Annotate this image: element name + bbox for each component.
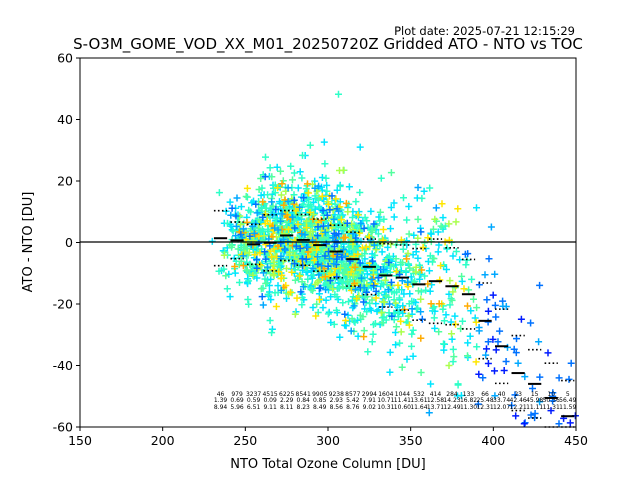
bin-mean-label: 11.41 [394, 397, 411, 404]
bin-mean-label: 42.46 [510, 397, 527, 404]
chart-title: S-O3M_GOME_VOD_XX_M01_20250720Z Gridded … [73, 35, 583, 54]
bin-count-label: 2994 [362, 391, 377, 398]
bin-count-label: 8541 [296, 391, 311, 398]
y-tick-label: -40 [53, 358, 73, 373]
bin-count-label: 133 [463, 391, 475, 398]
bin-mean-label: 13.61 [410, 397, 427, 404]
bin-count-label: 979 [231, 391, 243, 398]
bin-sd-label: 13.71 [427, 404, 444, 411]
bin-sd-label: 8.56 [330, 404, 344, 411]
bin-count-label: 9905 [312, 391, 327, 398]
x-tick-label: 350 [399, 433, 423, 448]
bin-count-label: 46 [217, 391, 225, 398]
x-tick-label: 250 [233, 433, 257, 448]
bin-mean-label: 2.29 [280, 397, 294, 404]
y-tick-label: 20 [57, 174, 73, 189]
y-axis-ticks: 60 40 20 0 -20 -40 -60 [53, 51, 80, 435]
bin-count-label: 8577 [345, 391, 360, 398]
bin-count-label: 414 [430, 391, 442, 398]
x-axis-ticks: 150 200 250 300 350 400 450 [68, 427, 588, 448]
bin-mean-label: 0.59 [247, 397, 261, 404]
bin-count-label: 15 [531, 391, 539, 398]
x-axis-label: NTO Total Ozone Column [DU] [230, 457, 426, 472]
bin-mean-label: 7.91 [363, 397, 377, 404]
bin-sd-label: 11.59 [559, 404, 576, 411]
bin-sd-label: 12.21 [510, 404, 527, 411]
x-tick-label: 300 [316, 433, 340, 448]
bin-count-label: 9238 [329, 391, 344, 398]
y-tick-label: -20 [53, 297, 73, 312]
plot-date: Plot date: 2025-07-21 12:15:29 [394, 24, 575, 38]
bin-count-label: 1604 [378, 391, 393, 398]
bin-mean-label: 1.39 [214, 397, 228, 404]
bin-count-label: 1044 [395, 391, 410, 398]
bin-count-label: 10 [547, 391, 555, 398]
x-tick-label: 450 [564, 433, 588, 448]
bin-sd-label: 11.30 [460, 404, 477, 411]
bin-count-label: 66 [481, 391, 489, 398]
bin-mean-label: 0.85 [313, 397, 327, 404]
scatter-marker-group [228, 173, 575, 428]
bin-count-label: 40 [498, 391, 506, 398]
bin-sd-label: 8.94 [214, 404, 228, 411]
bin-count-label: 23 [514, 391, 522, 398]
bin-count-label: 5 [566, 391, 570, 398]
bin-sd-label: 6.51 [247, 404, 261, 411]
bin-statistics: 461.398.949790.695.9632370.596.5145150.0… [214, 209, 576, 428]
bin-mean-label: 2.93 [330, 397, 344, 404]
scatter-marker-group [475, 291, 579, 428]
x-tick-label: 200 [151, 433, 175, 448]
bin-mean-label: 45.98 [526, 397, 543, 404]
bin-mean-label: 56.49 [559, 397, 576, 404]
bin-mean-label: 12.58 [427, 397, 444, 404]
bin-mean-label: 0.09 [263, 397, 277, 404]
bin-count-label: 284 [446, 391, 458, 398]
bin-count-label: 6225 [279, 391, 294, 398]
bin-mean-label: 10.71 [377, 397, 394, 404]
bin-sd-label: 12.31 [476, 404, 493, 411]
bin-sd-label: 8.11 [280, 404, 294, 411]
bin-mean-label: 33.74 [493, 397, 510, 404]
bin-sd-label: 9.11 [263, 404, 277, 411]
bin-mean-label: 0.84 [297, 397, 311, 404]
bin-count-label: 3237 [246, 391, 261, 398]
bin-sd-label: 8.23 [297, 404, 311, 411]
bin-sd-label: 10.60 [394, 404, 411, 411]
bin-sd-label: 12.07 [493, 404, 510, 411]
bin-mean-label: 0.69 [230, 397, 244, 404]
bin-sd-label: 12.49 [443, 404, 460, 411]
x-tick-label: 150 [68, 433, 92, 448]
scatter-points [208, 90, 579, 428]
bin-mean-label: 50.56 [543, 397, 560, 404]
y-axis-label: ATO - NTO [DU] [21, 192, 36, 293]
bin-sd-label: 9.02 [363, 404, 377, 411]
bin-mean-label: 16.82 [460, 397, 477, 404]
bin-sd-label: 10.31 [377, 404, 394, 411]
bin-mean-label: 25.48 [476, 397, 493, 404]
y-tick-label: 60 [57, 51, 73, 66]
y-tick-label: -60 [53, 420, 73, 435]
bin-mean-label: 5.42 [346, 397, 360, 404]
y-tick-label: 40 [57, 112, 73, 127]
bin-sd-label: 8.76 [346, 404, 360, 411]
bin-sd-label: 11.31 [543, 404, 560, 411]
bin-sd-label: 11.11 [526, 404, 543, 411]
bin-sd-label: 5.96 [230, 404, 244, 411]
bin-count-label: 4515 [262, 391, 277, 398]
bin-sd-label: 8.49 [313, 404, 327, 411]
bin-count-label: 532 [413, 391, 425, 398]
bin-sd-label: 11.64 [410, 404, 427, 411]
bin-mean-label: 14.23 [443, 397, 460, 404]
x-tick-label: 400 [481, 433, 505, 448]
y-tick-label: 0 [65, 235, 73, 250]
